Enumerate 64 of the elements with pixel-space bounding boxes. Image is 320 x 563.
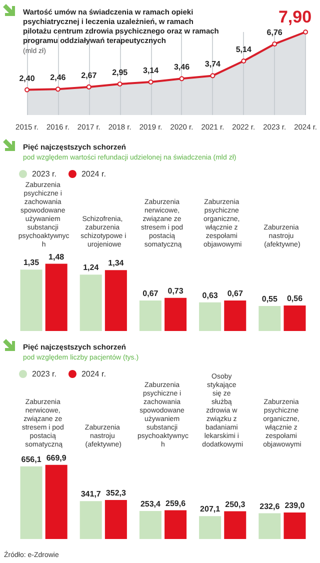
legend-label: 2023 r. — [32, 370, 56, 378]
bar — [199, 516, 222, 539]
data-label: 207,1 — [200, 504, 221, 514]
legend-label: 2023 r. — [32, 170, 56, 178]
point — [55, 86, 60, 92]
bar — [80, 501, 102, 539]
data-label: 7,90 — [278, 8, 312, 26]
data-label: 250,3 — [225, 500, 246, 509]
data-label: 669,9 — [46, 453, 67, 462]
bar — [45, 464, 68, 539]
data-label: 259,6 — [166, 498, 186, 508]
data-label: 0,55 — [262, 294, 278, 304]
bar — [139, 300, 162, 331]
point — [117, 82, 122, 87]
data-label: 239,0 — [284, 501, 306, 510]
bar — [104, 270, 127, 331]
data-label: 2,46 — [50, 73, 66, 82]
bar — [284, 512, 306, 539]
bar — [20, 270, 42, 331]
bar — [164, 510, 187, 539]
bar — [104, 500, 127, 539]
bar — [139, 510, 162, 539]
legend-label: 2024 r. — [81, 170, 106, 178]
data-label: 0,67 — [227, 289, 244, 298]
point — [179, 76, 184, 82]
bar — [258, 306, 281, 331]
bar — [258, 513, 281, 539]
data-label: 0,63 — [202, 290, 218, 300]
data-label: 2,40 — [19, 74, 36, 83]
legend-label: 2024 r. — [81, 370, 106, 378]
data-label: 2,95 — [112, 68, 128, 78]
point — [272, 41, 278, 46]
point — [303, 30, 308, 34]
bar — [224, 511, 246, 539]
bar — [45, 264, 68, 331]
bar — [199, 302, 222, 331]
point — [241, 58, 246, 64]
bar — [80, 274, 102, 331]
data-label: 1,24 — [83, 263, 100, 272]
point — [86, 84, 92, 90]
data-label: 1,35 — [23, 258, 40, 268]
point — [148, 80, 154, 85]
data-label: 656,1 — [21, 454, 42, 464]
data-label: 5,14 — [236, 45, 252, 54]
bar — [164, 298, 187, 331]
data-label: 2,67 — [81, 70, 98, 80]
data-label: 0,73 — [168, 286, 184, 296]
data-label: 3,46 — [174, 62, 190, 72]
data-label: 341,7 — [80, 490, 102, 499]
data-label: 352,3 — [106, 488, 126, 498]
data-label: 0,67 — [142, 289, 159, 298]
bar — [224, 300, 246, 331]
data-label: 3,14 — [143, 66, 160, 76]
data-label: 1,48 — [48, 252, 65, 262]
data-label: 3,74 — [204, 60, 222, 69]
point — [24, 87, 30, 92]
data-label: 253,4 — [140, 499, 162, 508]
point — [210, 73, 216, 78]
data-label: 232,6 — [260, 502, 280, 511]
bar — [284, 306, 306, 331]
data-label: 0,56 — [286, 294, 304, 304]
data-label: 6,76 — [266, 28, 283, 37]
data-label: 1,34 — [108, 258, 124, 268]
bar — [20, 466, 42, 539]
